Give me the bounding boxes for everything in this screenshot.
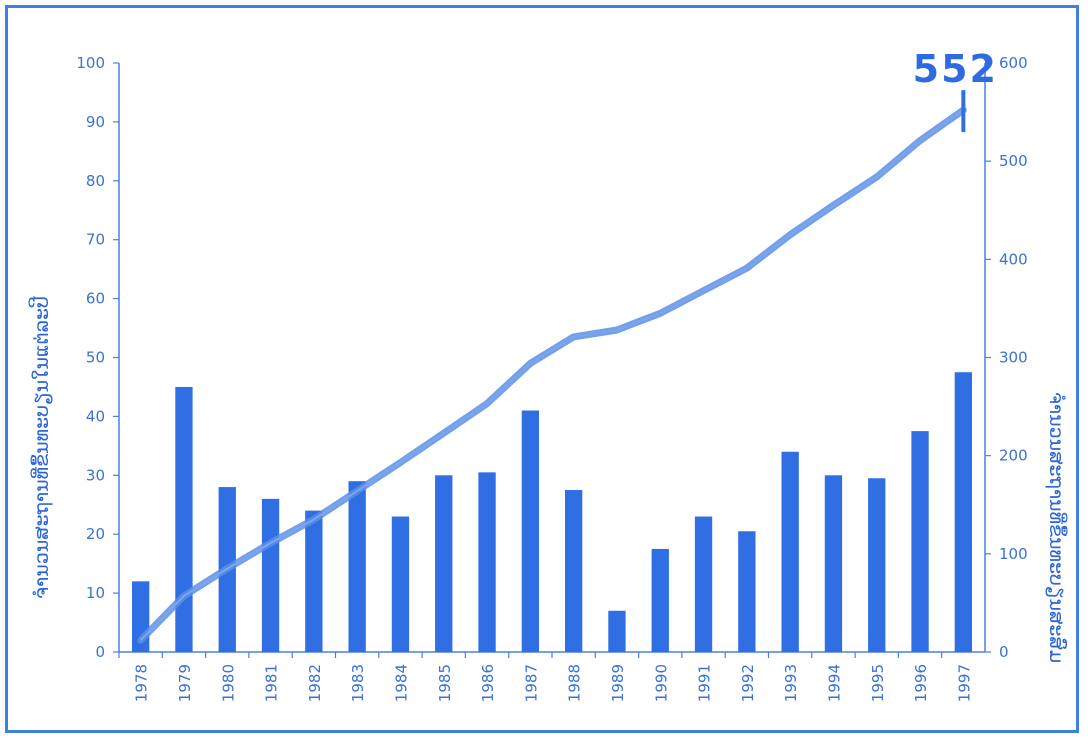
left-tick-label: 80: [86, 172, 105, 190]
x-tick-label: 1989: [609, 664, 627, 702]
left-tick-label: 90: [86, 113, 105, 131]
chart-frame: [5, 5, 1079, 733]
left-tick-label: 100: [76, 54, 105, 72]
bar: [781, 451, 799, 652]
x-tick-label: 1982: [306, 664, 324, 702]
y-axis-title: ຈຳນວນສະຖານທີ່ຂຶ້ນທະບຽນໃນແຕ່ລະປີ: [27, 296, 53, 599]
bar: [564, 490, 583, 652]
x-tick-label: 1979: [176, 664, 194, 702]
bar: [738, 531, 756, 652]
left-tick-label: 30: [86, 466, 105, 484]
right-tick-label: 100: [999, 545, 1028, 563]
right-tick-label: 600: [999, 54, 1028, 72]
bar-series: [131, 372, 973, 652]
x-tick-label: 1992: [739, 664, 757, 702]
bar: [305, 510, 323, 652]
x-tick-label: 1983: [349, 664, 367, 702]
bar: [608, 610, 626, 652]
left-tick-label: 70: [86, 231, 105, 249]
annotation-label: 552: [913, 47, 998, 91]
x-tick-label: 1994: [825, 664, 843, 702]
line-series: [137, 90, 967, 644]
x-tick-label: 1981: [263, 664, 281, 702]
x-tick-label: 1997: [955, 664, 973, 702]
bar: [391, 516, 410, 652]
x-tick-label: 1995: [869, 664, 887, 702]
left-tick-label: 40: [86, 407, 105, 425]
right-tick-label: 200: [999, 447, 1028, 465]
bar: [694, 516, 713, 652]
bar: [175, 386, 193, 652]
x-tick-label: 1996: [912, 664, 930, 702]
right-tick-label: 0: [999, 643, 1009, 661]
bar: [824, 475, 843, 652]
right-tick-label: 400: [999, 250, 1028, 268]
bar: [348, 481, 366, 652]
left-tick-label: 0: [95, 643, 105, 661]
bar: [911, 431, 929, 652]
x-tick-label: 1984: [392, 664, 410, 702]
right-tick-label: 300: [999, 349, 1028, 367]
bar: [868, 478, 886, 652]
bar: [478, 472, 496, 652]
right-tick-label: 500: [999, 152, 1028, 170]
bar: [651, 548, 669, 652]
bar: [261, 498, 280, 652]
x-tick-label: 1990: [652, 664, 670, 702]
bar: [521, 410, 540, 652]
x-tick-label: 1980: [219, 664, 237, 702]
left-tick-label: 20: [86, 525, 105, 543]
cumulative-line-highlight: [139, 109, 964, 641]
left-tick-label: 60: [86, 290, 105, 308]
left-tick-label: 50: [86, 349, 105, 367]
y2-axis-title: ຈຳນວນສະຖານທີ່ຂຶ້ນທະບຽນສະສົມ: [1045, 392, 1069, 663]
x-tick-label: 1978: [133, 664, 151, 702]
axes: [113, 62, 991, 658]
x-tick-label: 1985: [436, 664, 454, 702]
bar: [435, 475, 453, 652]
x-tick-label: 1993: [782, 664, 800, 702]
x-tick-label: 1987: [522, 664, 540, 702]
labels: 0 10 20 30 40 50 60 70 80 90 100 0 100 200 300 400 500 60…: [27, 47, 1069, 702]
x-tick-label: 1986: [479, 664, 497, 702]
left-tick-label: 10: [86, 584, 105, 602]
bar: [954, 372, 973, 652]
x-tick-label: 1988: [566, 664, 584, 702]
x-tick-label: 1991: [696, 664, 714, 702]
